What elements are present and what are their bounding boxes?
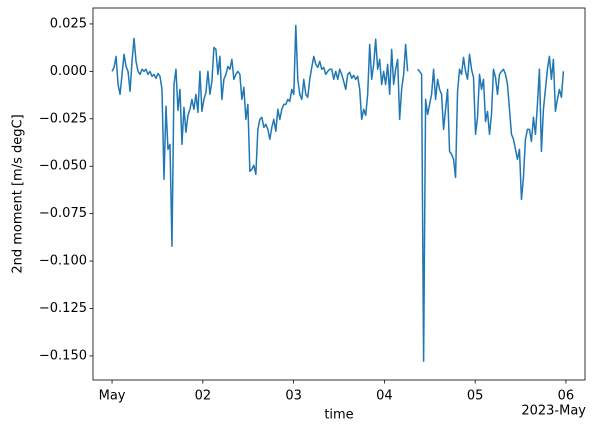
x-tick-label: 05 [467,389,484,404]
x-tick-label: 02 [195,389,212,404]
x-tick-label: 03 [285,389,302,404]
data-line [111,24,565,362]
y-tick-label: −0.125 [39,301,87,316]
y-tick-label: −0.050 [39,159,87,174]
x-tick-label: 06 [558,389,575,404]
y-tick-label: −0.100 [39,254,87,269]
y-tick-label: 0.025 [50,16,87,31]
x-axis-label: time [324,408,353,423]
plot-frame [92,7,586,381]
y-tick-label: −0.150 [39,348,87,363]
y-axis-label: 2nd moment [m/s degC] [11,114,26,273]
y-tick-label: 0.000 [50,64,87,79]
x-tick-label: May [99,389,126,404]
x-offset-label: 2023-May [521,404,586,419]
y-tick-label: −0.075 [39,206,87,221]
x-tick-label: 04 [376,389,393,404]
y-tick-label: −0.025 [39,111,87,126]
